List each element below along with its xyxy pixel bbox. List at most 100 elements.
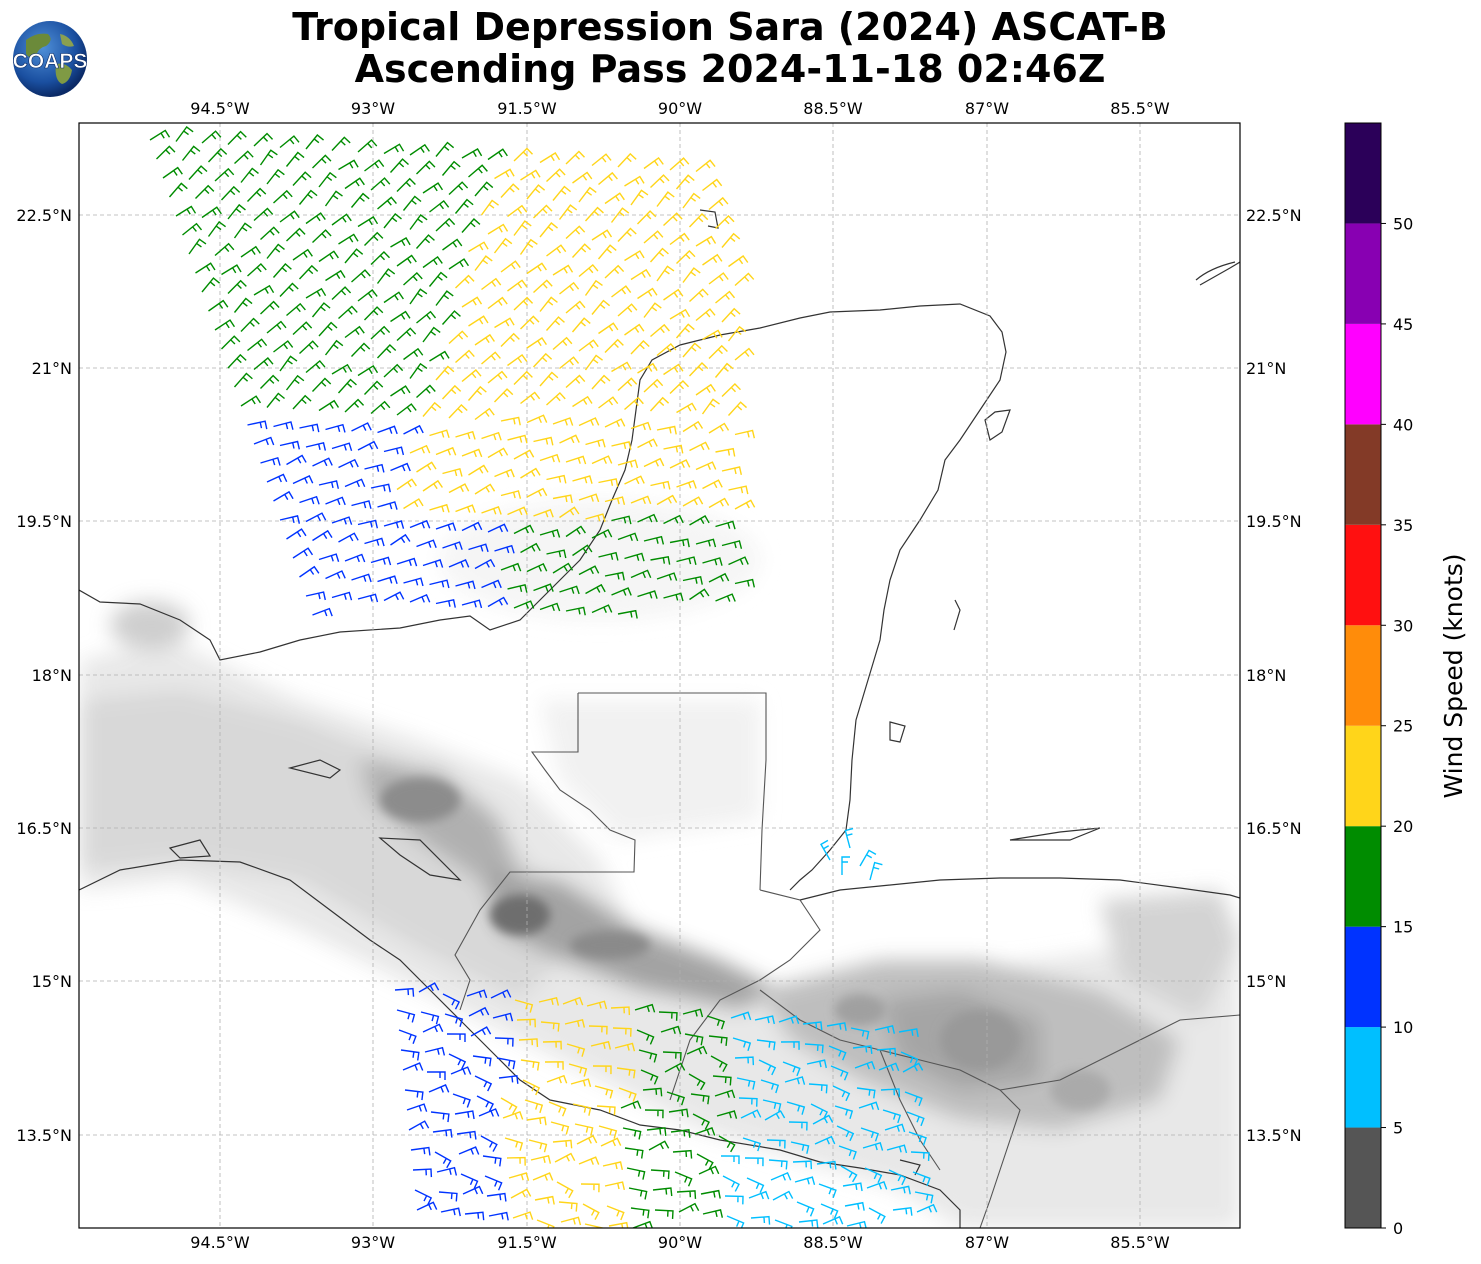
wind-barb [842,1182,863,1192]
colorbar-tick-label: 45 [1393,315,1413,334]
wind-barb [578,186,597,203]
colorbar-bin [1345,323,1381,425]
wind-barb [637,438,658,449]
wind-barb [376,268,396,284]
wind-barb [422,255,443,269]
wind-barb [452,1093,471,1108]
wind-barb [312,229,332,244]
wind-barb [311,302,331,318]
wind-barb [568,1063,588,1077]
wind-barb [912,1171,931,1187]
wind-barb [518,1038,539,1047]
wind-barb [724,1195,744,1205]
wind-barb [566,1043,586,1057]
wind-barb [292,475,314,485]
wind-barb [520,315,540,330]
wind-barb [507,584,528,593]
wind-barb [656,265,675,282]
wind-barb [663,514,684,525]
wind-barb [318,250,339,263]
wind-barb [344,553,366,563]
wind-barb [390,385,411,397]
lon-tick-top: 85.5°W [1110,99,1170,118]
wind-barb [526,414,548,424]
wind-barb [862,1142,884,1151]
wind-barb [227,203,246,220]
wind-barb [427,1071,446,1080]
wind-barb [744,1157,764,1167]
wind-barb [630,189,649,206]
wind-barb [455,349,475,364]
wind-barb [624,1147,644,1159]
wind-barb [487,523,509,533]
wind-barb [702,479,723,490]
wind-barb [716,1110,738,1119]
wind-barb [794,1176,816,1186]
wind-barb [390,310,411,323]
wind-barb [448,403,468,419]
wind-barb [672,1149,693,1159]
wind-barb [552,494,573,504]
wind-barb [409,214,428,230]
wind-barb [682,192,701,209]
colorbar-bin [1345,625,1381,726]
wind-barb [626,1167,646,1180]
wind-barb [498,1075,519,1084]
wind-barb [572,395,593,408]
wind-barb [478,1108,500,1117]
wind-barb [584,354,603,371]
wind-barb [285,374,305,391]
wind-barb [444,1013,464,1027]
wind-barb [610,207,630,223]
wind-barb [298,189,318,205]
wind-barb [650,480,671,490]
wind-barb [727,325,747,342]
wind-barb [403,424,424,435]
wind-barb [914,1191,934,1204]
lat-tick-left: 21°N [32,359,72,378]
wind-barb [234,150,254,165]
wind-barb [279,135,300,149]
wind-barb [708,344,728,359]
wind-barb [804,1043,824,1054]
wind-barb [318,480,340,489]
wind-barb [195,262,216,274]
wind-barb [560,1216,582,1226]
wind-barb [734,499,756,510]
wind-barb [298,264,319,280]
wind-barb [640,1069,659,1085]
wind-barb [429,350,450,362]
wind-barb [227,353,247,369]
wind-barb [396,557,418,567]
wind-barb [403,498,424,510]
wind-barb [630,569,652,579]
wind-barb [344,325,365,339]
wind-barb [554,1152,576,1163]
wind-barb [884,1123,906,1133]
wind-barb [434,1151,452,1169]
wind-barb [414,1189,433,1206]
wind-barb [201,277,221,293]
wind-barb [227,279,247,294]
wind-barb [596,1105,616,1116]
colorbar-bin [1345,223,1381,324]
wind-barb [493,388,514,403]
wind-barb [689,441,710,452]
colorbar-tick-label: 10 [1393,1018,1413,1037]
wind-barb [598,478,619,487]
wind-barb [565,525,586,538]
wind-barb [591,604,613,614]
wind-barb [720,1155,740,1165]
wind-barb [396,403,417,416]
wind-barb [611,587,632,596]
wind-barb [201,206,222,219]
wind-barb [331,516,353,525]
wind-barb [695,159,716,173]
wind-barb [598,171,618,186]
wind-barb [383,291,404,304]
wind-barb [574,1123,594,1136]
wind-barb [762,1099,782,1112]
wind-barb [585,513,606,522]
wind-barb [513,524,535,535]
wind-barb [390,237,411,248]
